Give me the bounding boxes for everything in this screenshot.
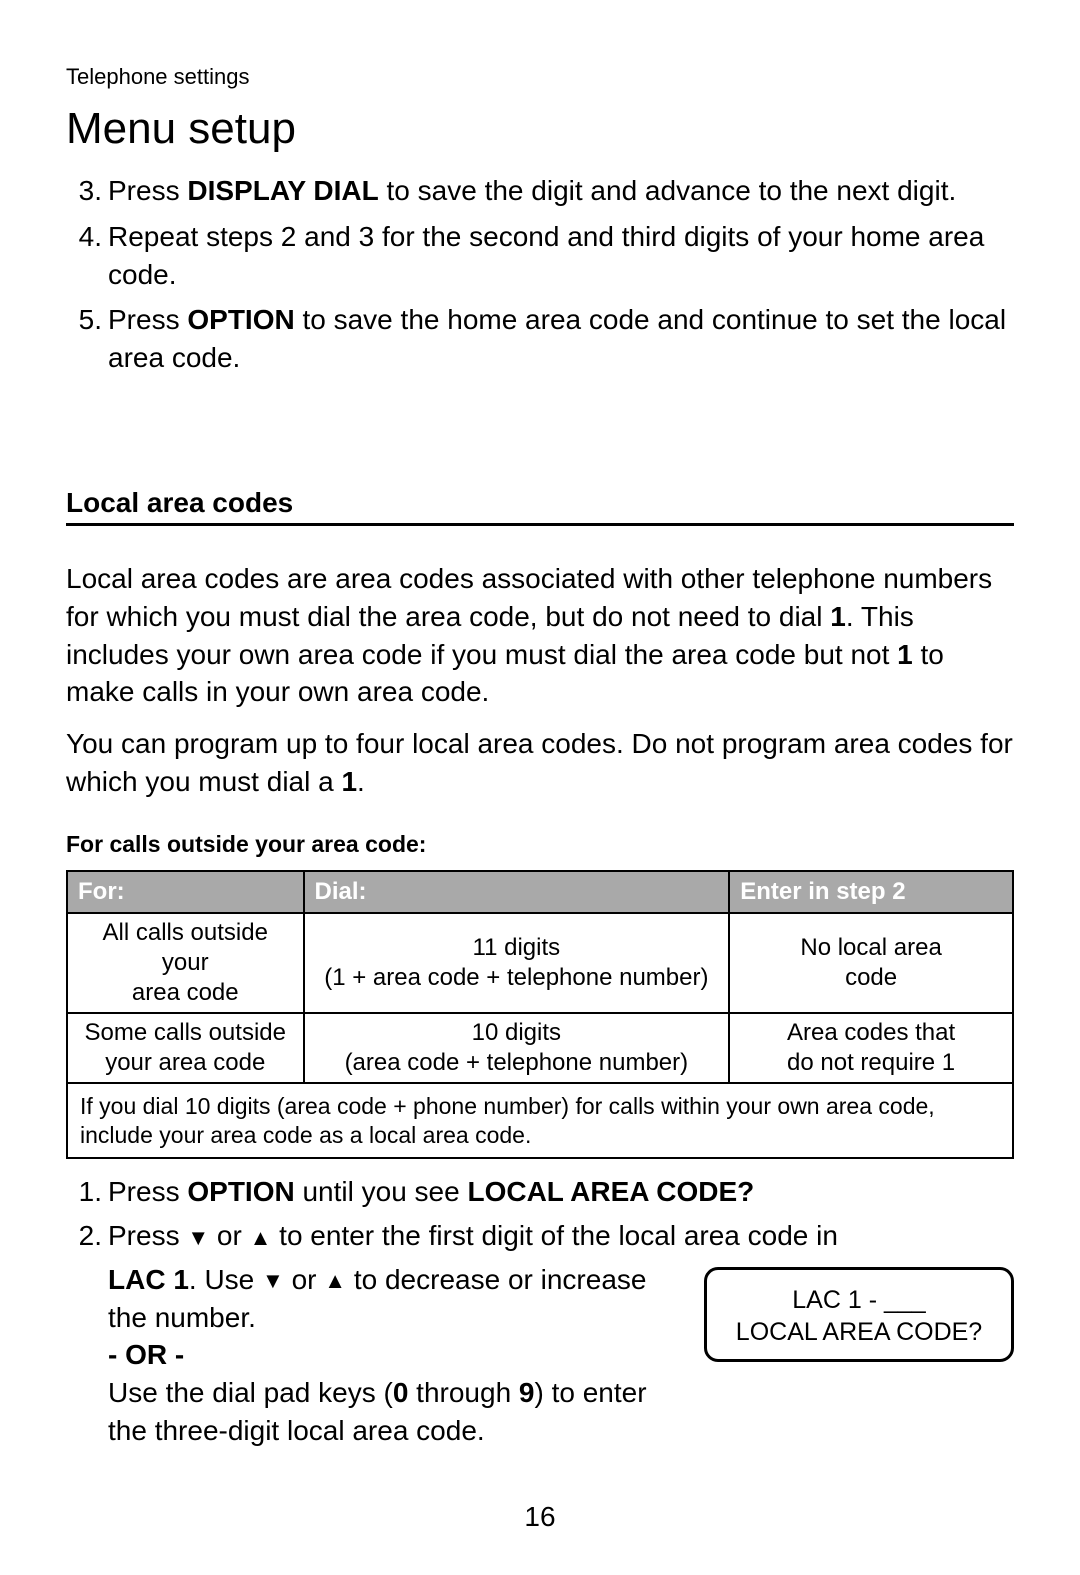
th-dial: Dial: — [304, 871, 730, 913]
cell-enter: No local area code — [729, 913, 1013, 1013]
text: 10 digits — [472, 1019, 561, 1046]
step-number: 3. — [66, 172, 102, 210]
down-arrow-icon: ▼ — [262, 1270, 284, 1292]
text: (area code + telephone number) — [345, 1049, 689, 1076]
cell-for: Some calls outside your area code — [67, 1013, 304, 1083]
step-text: Press DISPLAY DIAL to save the digit and… — [108, 172, 1014, 210]
step-number: 2. — [66, 1217, 102, 1255]
steps-list-a: 3. Press DISPLAY DIAL to save the digit … — [66, 172, 1014, 377]
text: or — [284, 1264, 324, 1295]
step-text: Repeat steps 2 and 3 for the second and … — [108, 218, 1014, 294]
down-arrow-icon: ▼ — [187, 1227, 209, 1249]
key-label: 9 — [519, 1377, 535, 1408]
key-label: LAC 1 — [108, 1264, 189, 1295]
step-number: 4. — [66, 218, 102, 294]
page-title: Menu setup — [66, 104, 1014, 154]
text: your area code — [105, 1049, 265, 1076]
text: Press — [108, 304, 187, 335]
text: through — [408, 1377, 519, 1408]
page-number: 16 — [0, 1501, 1080, 1533]
lcd-display: LAC 1 - ___ LOCAL AREA CODE? — [704, 1267, 1014, 1362]
cell-dial: 10 digits (area code + telephone number) — [304, 1013, 730, 1083]
cell-dial: 11 digits (1 + area code + telephone numb… — [304, 913, 730, 1013]
step-number: 5. — [66, 301, 102, 377]
text: Press — [108, 175, 187, 206]
step-2-sub: LAC 1. Use ▼ or ▲ to decrease or increas… — [108, 1261, 684, 1337]
table-footnote: If you dial 10 digits (area code + phone… — [67, 1083, 1013, 1159]
text: All calls outside your — [103, 919, 268, 976]
step-text: Press OPTION until you see LOCAL AREA CO… — [108, 1173, 1014, 1211]
step-text: Press OPTION to save the home area code … — [108, 301, 1014, 377]
cell-enter: Area codes that do not require 1 — [729, 1013, 1013, 1083]
cell-for: All calls outside your area code — [67, 913, 304, 1013]
text: Area codes that — [787, 1019, 955, 1046]
text: . — [357, 766, 365, 797]
text: (1 + area code + telephone number) — [324, 964, 708, 991]
text: do not require 1 — [787, 1049, 955, 1076]
display-line-1: LAC 1 - ___ — [717, 1284, 1001, 1317]
text-bold: 1 — [830, 601, 846, 632]
th-enter: Enter in step 2 — [729, 871, 1013, 913]
paragraph-1: Local area codes are area codes associat… — [66, 560, 1014, 711]
table-header-row: For: Dial: Enter in step 2 — [67, 871, 1013, 913]
text: Press — [108, 1220, 187, 1251]
text: Some calls outside — [85, 1019, 286, 1046]
text: Use the dial pad keys ( — [108, 1377, 393, 1408]
key-label: OPTION — [187, 1176, 294, 1207]
text: to save the digit and advance to the nex… — [379, 175, 957, 206]
text: area code — [132, 979, 239, 1006]
text: . Use — [189, 1264, 262, 1295]
text: No local area — [800, 934, 941, 961]
up-arrow-icon: ▲ — [250, 1227, 272, 1249]
key-label: DISPLAY DIAL — [187, 175, 378, 206]
display-line-2: LOCAL AREA CODE? — [717, 1316, 1001, 1349]
area-code-table: For: Dial: Enter in step 2 All calls out… — [66, 870, 1014, 1160]
key-label: LOCAL AREA CODE? — [467, 1176, 754, 1207]
step-text: Press ▼ or ▲ to enter the first digit of… — [108, 1217, 1014, 1255]
breadcrumb: Telephone settings — [66, 64, 1014, 90]
key-label: 0 — [393, 1377, 409, 1408]
step-2: 2. Press ▼ or ▲ to enter the first digit… — [66, 1217, 1014, 1255]
text-bold: 1 — [897, 639, 913, 670]
step-3: 3. Press DISPLAY DIAL to save the digit … — [66, 172, 1014, 210]
text: 11 digits — [473, 934, 561, 961]
text-bold: 1 — [341, 766, 357, 797]
key-label: OPTION — [187, 304, 294, 335]
text: code — [845, 964, 897, 991]
or-label: - OR - — [108, 1336, 684, 1374]
table-row: All calls outside your area code 11 digit… — [67, 913, 1013, 1013]
section-heading: Local area codes — [66, 487, 1014, 526]
step-1: 1. Press OPTION until you see LOCAL AREA… — [66, 1173, 1014, 1211]
step-4: 4. Repeat steps 2 and 3 for the second a… — [66, 218, 1014, 294]
table-footnote-row: If you dial 10 digits (area code + phone… — [67, 1083, 1013, 1159]
table-row: Some calls outside your area code 10 digi… — [67, 1013, 1013, 1083]
step-number: 1. — [66, 1173, 102, 1211]
text: until you see — [295, 1176, 468, 1207]
step-5: 5. Press OPTION to save the home area co… — [66, 301, 1014, 377]
steps-list-b: 1. Press OPTION until you see LOCAL AREA… — [66, 1173, 1014, 1255]
table-caption: For calls outside your area code: — [66, 831, 1014, 858]
up-arrow-icon: ▲ — [324, 1270, 346, 1292]
step-2-alt: Use the dial pad keys (0 through 9) to e… — [108, 1374, 684, 1450]
paragraph-2: You can program up to four local area co… — [66, 725, 1014, 801]
text: to enter the first digit of the local ar… — [271, 1220, 838, 1251]
text: or — [209, 1220, 249, 1251]
text: You can program up to four local area co… — [66, 728, 1013, 797]
text: Press — [108, 1176, 187, 1207]
th-for: For: — [67, 871, 304, 913]
